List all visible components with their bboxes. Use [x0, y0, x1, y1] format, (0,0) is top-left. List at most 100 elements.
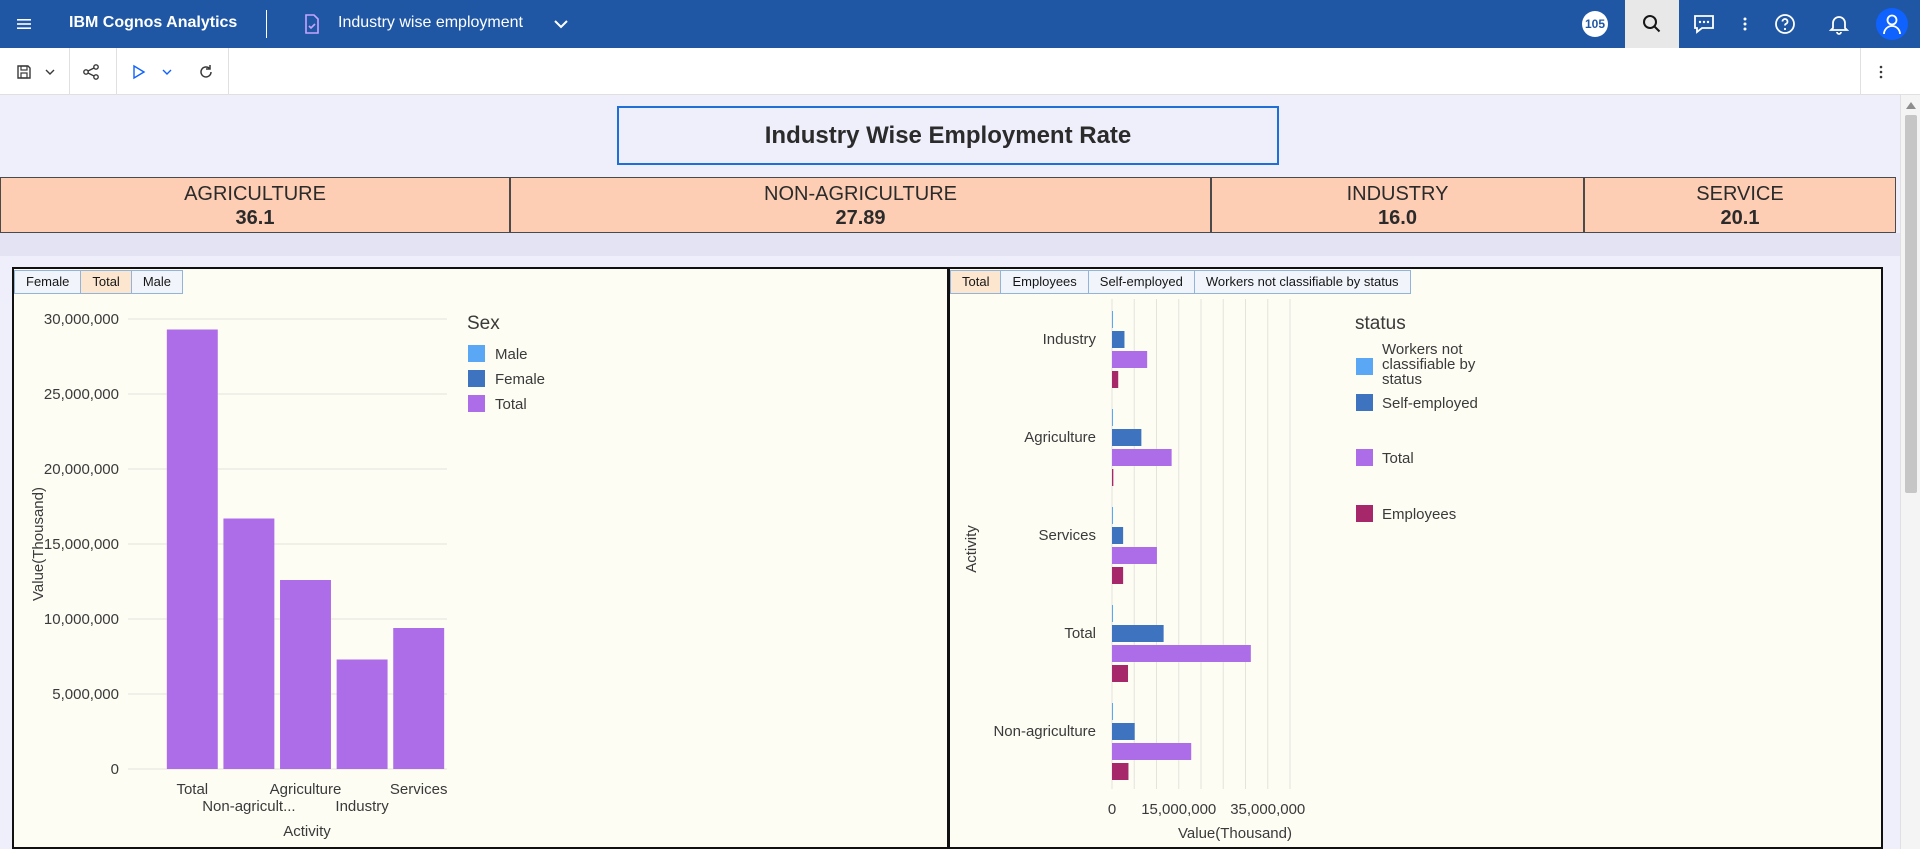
sex-filter-tabs: Female Total Male — [14, 270, 184, 294]
bar — [393, 628, 445, 769]
report-title-tab[interactable]: Industry wise employment — [338, 14, 523, 31]
bar — [1112, 665, 1129, 682]
user-icon — [1883, 14, 1901, 35]
x-tick-label: 35,000,000 — [1230, 801, 1305, 818]
menu-icon[interactable] — [14, 14, 34, 34]
y-tick-label: 10,000,000 — [44, 611, 119, 628]
save-menu-chevron-icon[interactable] — [43, 62, 57, 82]
save-icon[interactable] — [14, 62, 34, 82]
kpi-row: AGRICULTURE 36.1 NON-AGRICULTURE 27.89 I… — [0, 177, 1896, 233]
x-tick-label: Services — [390, 781, 448, 798]
sex-bar-chart[interactable]: 30,000,000 25,000,000 20,000,000 15,000,000… — [14, 269, 949, 849]
tab-total[interactable]: Total — [80, 270, 132, 294]
chevron-down-icon[interactable] — [551, 14, 571, 34]
legend-label: Self-employed — [1382, 395, 1478, 412]
report-title[interactable]: Industry Wise Employment Rate — [617, 106, 1279, 165]
tab-total[interactable]: Total — [950, 270, 1002, 294]
kpi-value: 16.0 — [1378, 207, 1417, 229]
status-chart-panel[interactable]: 0 15,000,000 35,000,000 Value(Thousand) Acti… — [948, 267, 1883, 849]
y-tick-label: 25,000,000 — [44, 386, 119, 403]
help-icon[interactable] — [1773, 12, 1797, 36]
search-button[interactable] — [1625, 0, 1679, 48]
y-tick-label: 20,000,000 — [44, 461, 119, 478]
chat-icon[interactable] — [1692, 12, 1716, 36]
bar — [1112, 625, 1164, 642]
toolbar-divider — [228, 48, 229, 95]
legend-label: Female — [495, 371, 545, 388]
kpi-value: 36.1 — [235, 207, 275, 229]
toolbar-divider — [1860, 48, 1861, 95]
scroll-up-arrow-icon[interactable] — [1906, 102, 1916, 109]
kpi-service[interactable]: SERVICE 20.1 — [1584, 177, 1896, 233]
y-tick-label: Services — [1038, 527, 1096, 544]
legend-swatch — [468, 395, 485, 412]
header-divider — [266, 10, 267, 38]
share-icon[interactable] — [81, 62, 101, 82]
bar — [1112, 311, 1113, 328]
bar — [1112, 763, 1129, 780]
status-bar-chart[interactable]: 0 15,000,000 35,000,000 Value(Thousand) Acti… — [950, 269, 1883, 849]
y-tick-label: 5,000,000 — [52, 686, 119, 703]
legend-title: status — [1355, 313, 1406, 334]
x-tick-label: Agriculture — [270, 781, 342, 798]
notification-count-badge[interactable]: 105 — [1582, 11, 1608, 37]
legend-label-line: Workers not — [1382, 341, 1463, 358]
legend-label: Workers not classifiable by status — [1382, 341, 1476, 388]
bar — [1112, 469, 1114, 486]
y-tick-label: Agriculture — [1024, 429, 1096, 446]
x-tick-label: Total — [176, 781, 208, 798]
legend-swatch — [1356, 394, 1373, 411]
vertical-scrollbar[interactable] — [1900, 95, 1920, 849]
bar — [1112, 723, 1135, 740]
user-avatar[interactable] — [1876, 8, 1908, 40]
scrollbar-thumb[interactable] — [1905, 115, 1917, 493]
y-tick-label: Total — [1064, 625, 1096, 642]
kpi-label: INDUSTRY — [1346, 183, 1449, 205]
more-vertical-icon[interactable] — [1733, 12, 1757, 36]
legend-label: Total — [495, 396, 527, 413]
tab-workers-not-classifiable[interactable]: Workers not classifiable by status — [1193, 270, 1411, 294]
sex-chart-panel[interactable]: 30,000,000 25,000,000 20,000,000 15,000,000… — [12, 267, 949, 849]
y-tick-label: Non-agriculture — [993, 723, 1096, 740]
run-menu-chevron-icon[interactable] — [160, 62, 174, 82]
tab-male[interactable]: Male — [130, 270, 184, 294]
app-header: IBM Cognos Analytics Industry wise emplo… — [0, 0, 1920, 48]
notification-icon[interactable] — [1827, 12, 1851, 36]
tab-female[interactable]: Female — [14, 270, 82, 294]
bar — [1112, 371, 1119, 388]
run-icon[interactable] — [128, 62, 148, 82]
y-tick-label: 0 — [111, 761, 119, 778]
bar — [1112, 547, 1157, 564]
y-tick-label: Industry — [1043, 331, 1097, 348]
report-toolbar — [0, 48, 1920, 95]
toolbar-divider — [69, 48, 70, 95]
legend-label: Total — [1382, 450, 1414, 467]
bar — [280, 580, 331, 769]
legend-label: Male — [495, 346, 528, 363]
tab-self-employed[interactable]: Self-employed — [1087, 270, 1195, 294]
kpi-label: AGRICULTURE — [184, 183, 326, 205]
legend-swatch — [1356, 358, 1373, 375]
bar — [1112, 331, 1125, 348]
bar — [1112, 703, 1113, 720]
kpi-label: SERVICE — [1696, 183, 1784, 205]
legend-label: Employees — [1382, 506, 1456, 523]
legend-label-line: status — [1382, 371, 1422, 388]
bar — [223, 518, 275, 769]
y-axis-label: Activity — [963, 525, 980, 573]
bar — [1112, 645, 1251, 662]
bar — [1112, 449, 1172, 466]
bar — [1112, 351, 1148, 368]
bar — [1112, 743, 1192, 760]
tab-employees[interactable]: Employees — [1000, 270, 1089, 294]
y-tick-label: 30,000,000 — [44, 311, 119, 328]
refresh-icon[interactable] — [196, 62, 216, 82]
x-axis-label: Activity — [283, 823, 331, 840]
more-vertical-icon[interactable] — [1871, 62, 1891, 82]
search-icon — [1643, 15, 1661, 33]
kpi-industry[interactable]: INDUSTRY 16.0 — [1211, 177, 1584, 233]
bar — [1112, 507, 1113, 524]
bar — [1112, 567, 1124, 584]
kpi-agriculture[interactable]: AGRICULTURE 36.1 — [0, 177, 510, 233]
kpi-non-agriculture[interactable]: NON-AGRICULTURE 27.89 — [510, 177, 1211, 233]
